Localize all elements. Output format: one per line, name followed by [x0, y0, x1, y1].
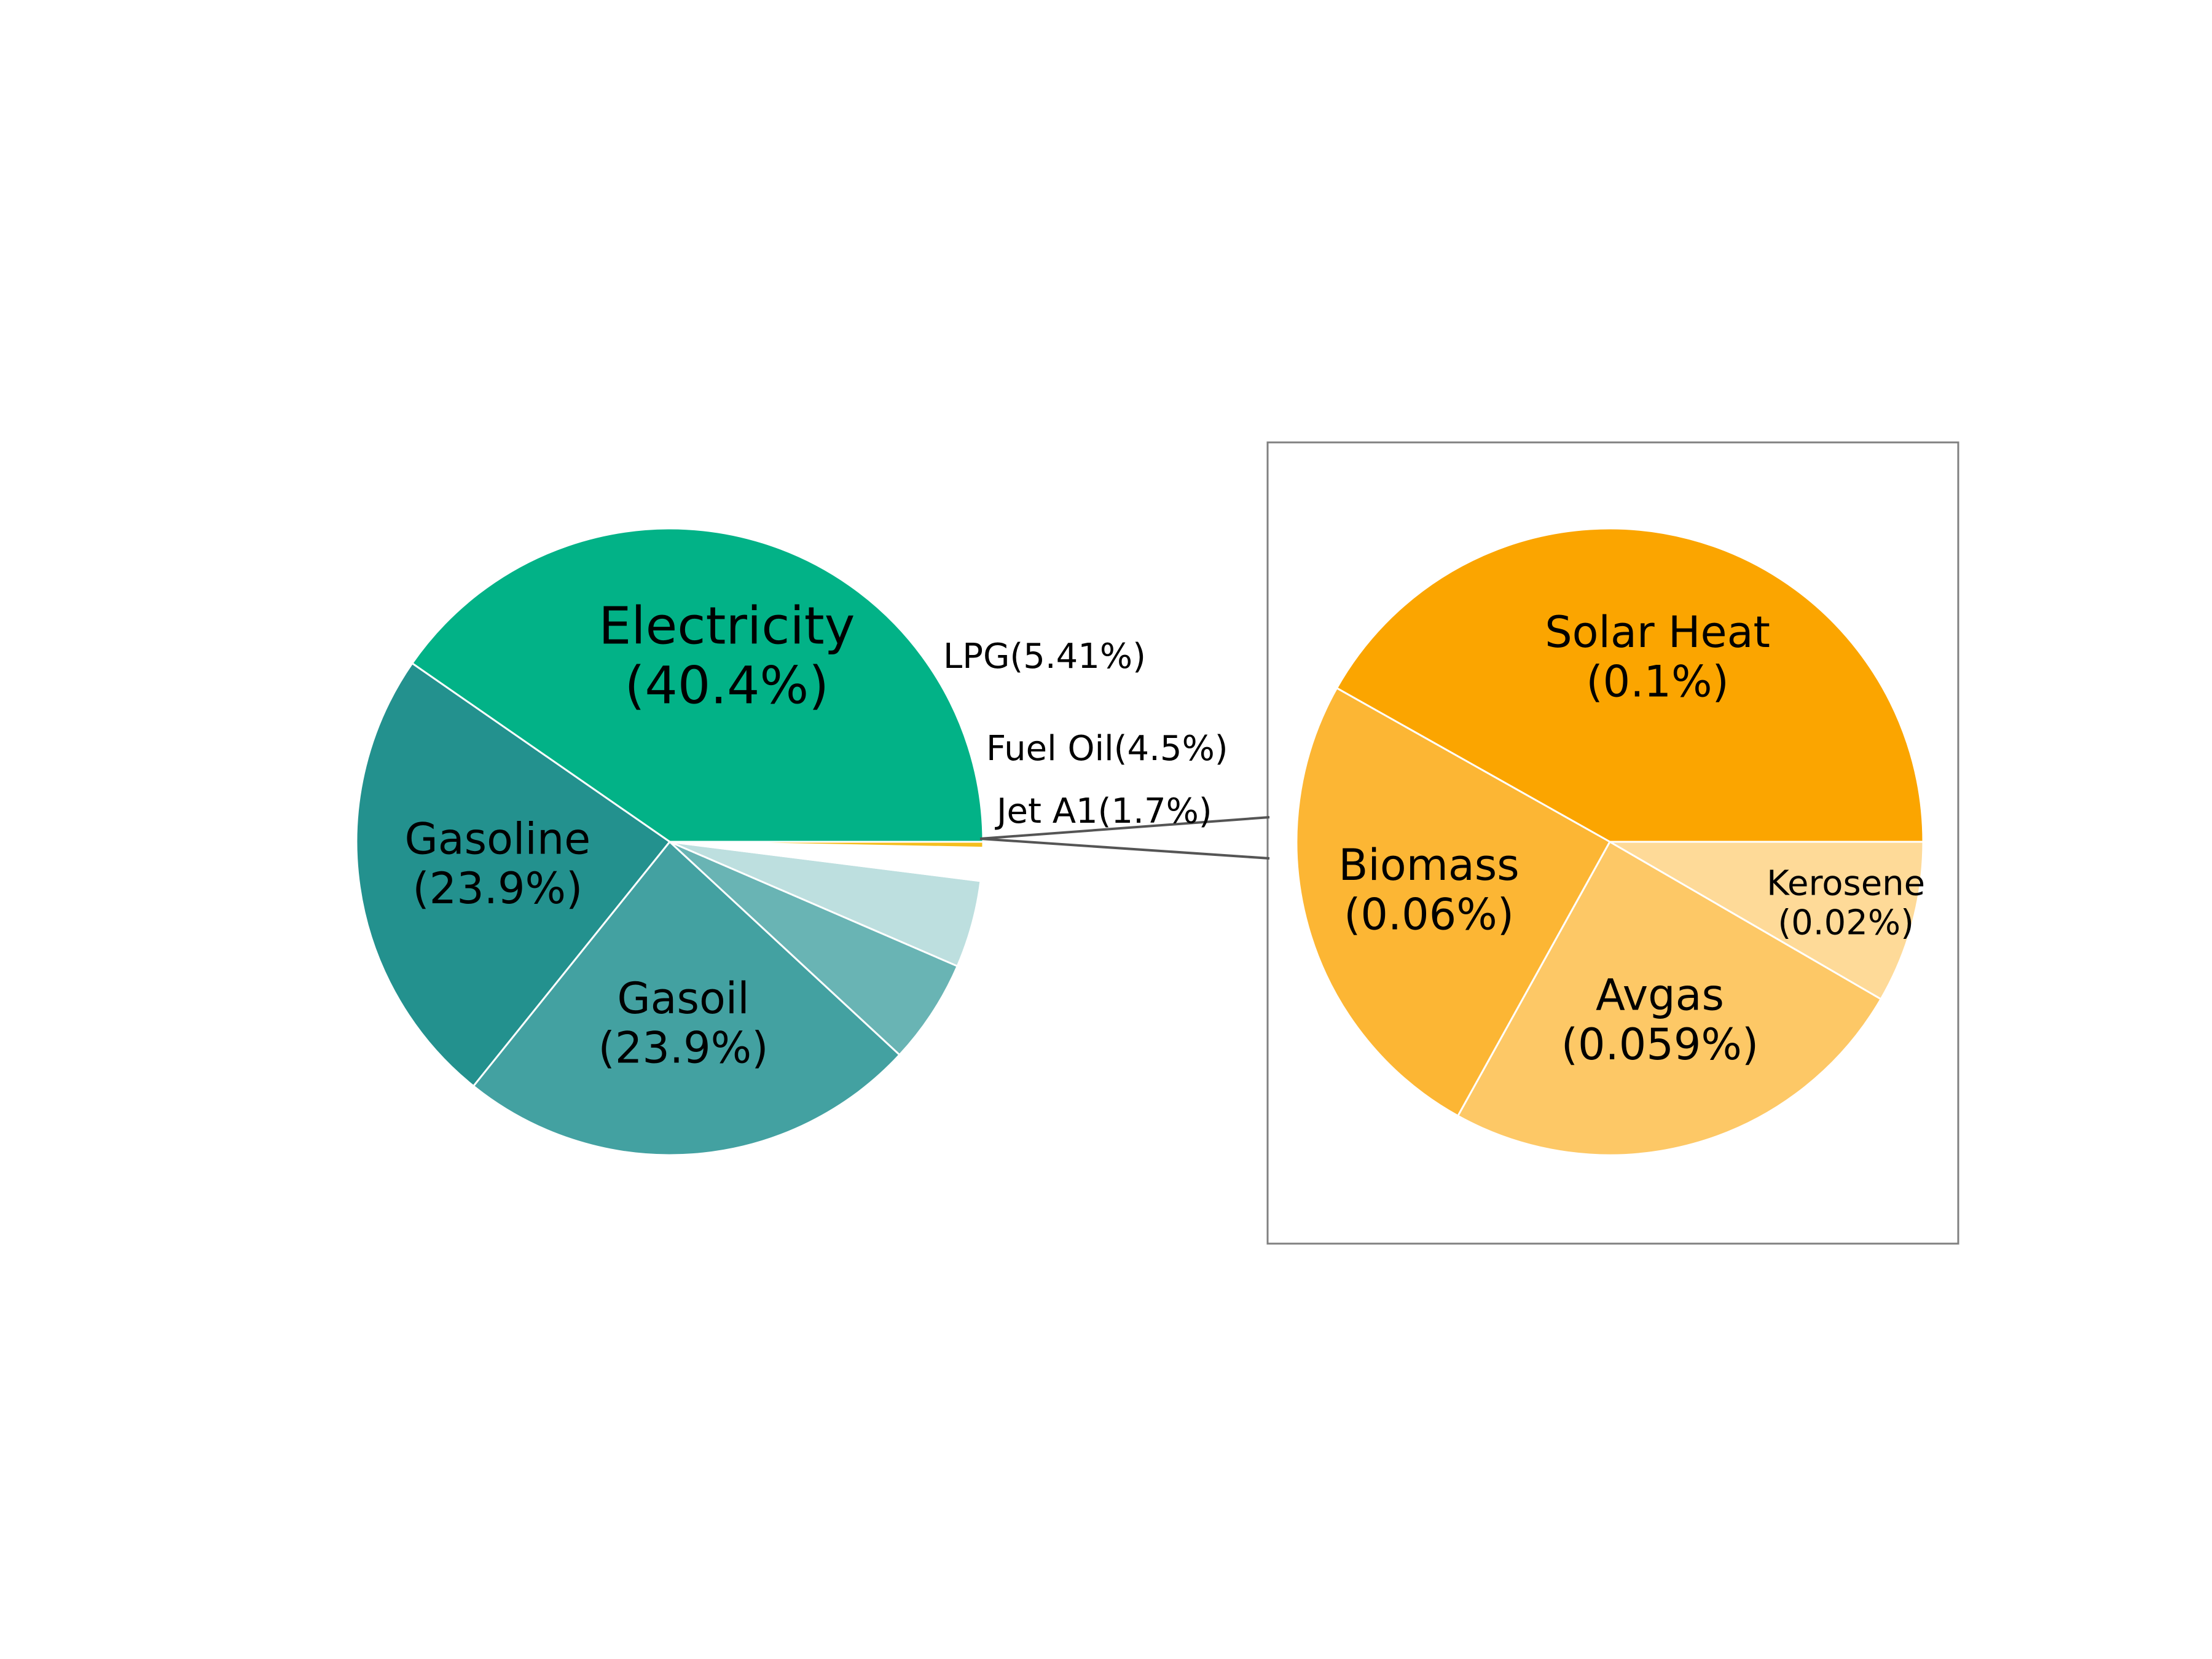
detail-label-kerosene-percent: (0.02%) — [1778, 903, 1914, 943]
main-label-lpg-name: LPG — [943, 637, 1010, 677]
slice-labels: Electricity (40.4%)Gasoline (23.9%)Gasoil(… — [404, 596, 1925, 1073]
detail-slice-solar-heat — [1335, 527, 1924, 843]
main-label-jet-a1: Jet A1(1.7%) — [995, 791, 1212, 831]
detail-label-biomass-percent: (0.06%) — [1344, 890, 1514, 940]
detail-pie — [1295, 527, 1924, 1156]
detail-label-solar-heat-percent: (0.1%) — [1586, 656, 1728, 707]
detail-label-kerosene: Kerosene (0.02%) — [1767, 863, 1925, 943]
main-label-gasoil: Gasoil (23.9%) — [598, 973, 769, 1073]
main-slice-lpg — [669, 841, 959, 1056]
main-slice-unlabeled-6 — [669, 841, 984, 849]
main-label-fuel-oil-name: Fuel Oil — [986, 729, 1114, 769]
main-label-jet-a1-percent: (1.7%) — [1098, 791, 1212, 831]
detail-label-avgas-percent: (0.059%) — [1561, 1019, 1759, 1070]
main-label-gasoil-name: Gasoil — [617, 973, 749, 1024]
main-label-fuel-oil-percent: (4.5%) — [1114, 729, 1228, 769]
main-pie — [355, 527, 984, 1156]
main-slice-electricity — [410, 527, 984, 843]
detail-slice-kerosene — [1606, 841, 1924, 1001]
main-label-lpg: LPG(5.41%) — [943, 637, 1146, 677]
detail-label-biomass-name: Biomass — [1338, 840, 1519, 890]
main-label-electricity-percent: (40.4%) — [625, 655, 829, 715]
main-label-gasoil-percent: (23.9%) — [598, 1022, 769, 1073]
connector-line-top — [979, 816, 1270, 840]
main-label-fuel-oil: Fuel Oil(4.5%) — [986, 729, 1228, 769]
detail-slice-biomass — [1295, 686, 1612, 1118]
main-label-electricity-name: Electricity — [598, 596, 855, 656]
detail-label-avgas: Avgas (0.059%) — [1561, 970, 1759, 1070]
main-label-lpg-percent: (5.41%) — [1010, 637, 1146, 677]
main-slice-gasoil — [472, 840, 901, 1156]
detail-label-biomass: Biomass (0.06%) — [1338, 840, 1519, 940]
detail-label-avgas-name: Avgas — [1596, 970, 1724, 1021]
main-label-electricity: Electricity (40.4%) — [598, 596, 855, 716]
main-label-gasoline: Gasoline (23.9%) — [404, 814, 590, 914]
detail-label-solar-heat: Solar Heat (0.1%) — [1545, 607, 1770, 707]
connector-lines — [979, 816, 1270, 860]
main-label-jet-a1-name: Jet A1 — [995, 791, 1098, 831]
detail-label-solar-heat-name: Solar Heat — [1545, 607, 1770, 657]
main-label-gasoline-percent: (23.9%) — [412, 863, 582, 914]
connector-line-bottom — [979, 837, 1270, 860]
detail-panel — [1266, 441, 1959, 1245]
main-slice-gasoline — [355, 662, 672, 1088]
detail-label-kerosene-name: Kerosene — [1767, 863, 1925, 903]
main-label-gasoline-name: Gasoline — [404, 814, 590, 864]
detail-frame — [1266, 441, 1959, 1245]
detail-slice-avgas — [1456, 840, 1883, 1156]
